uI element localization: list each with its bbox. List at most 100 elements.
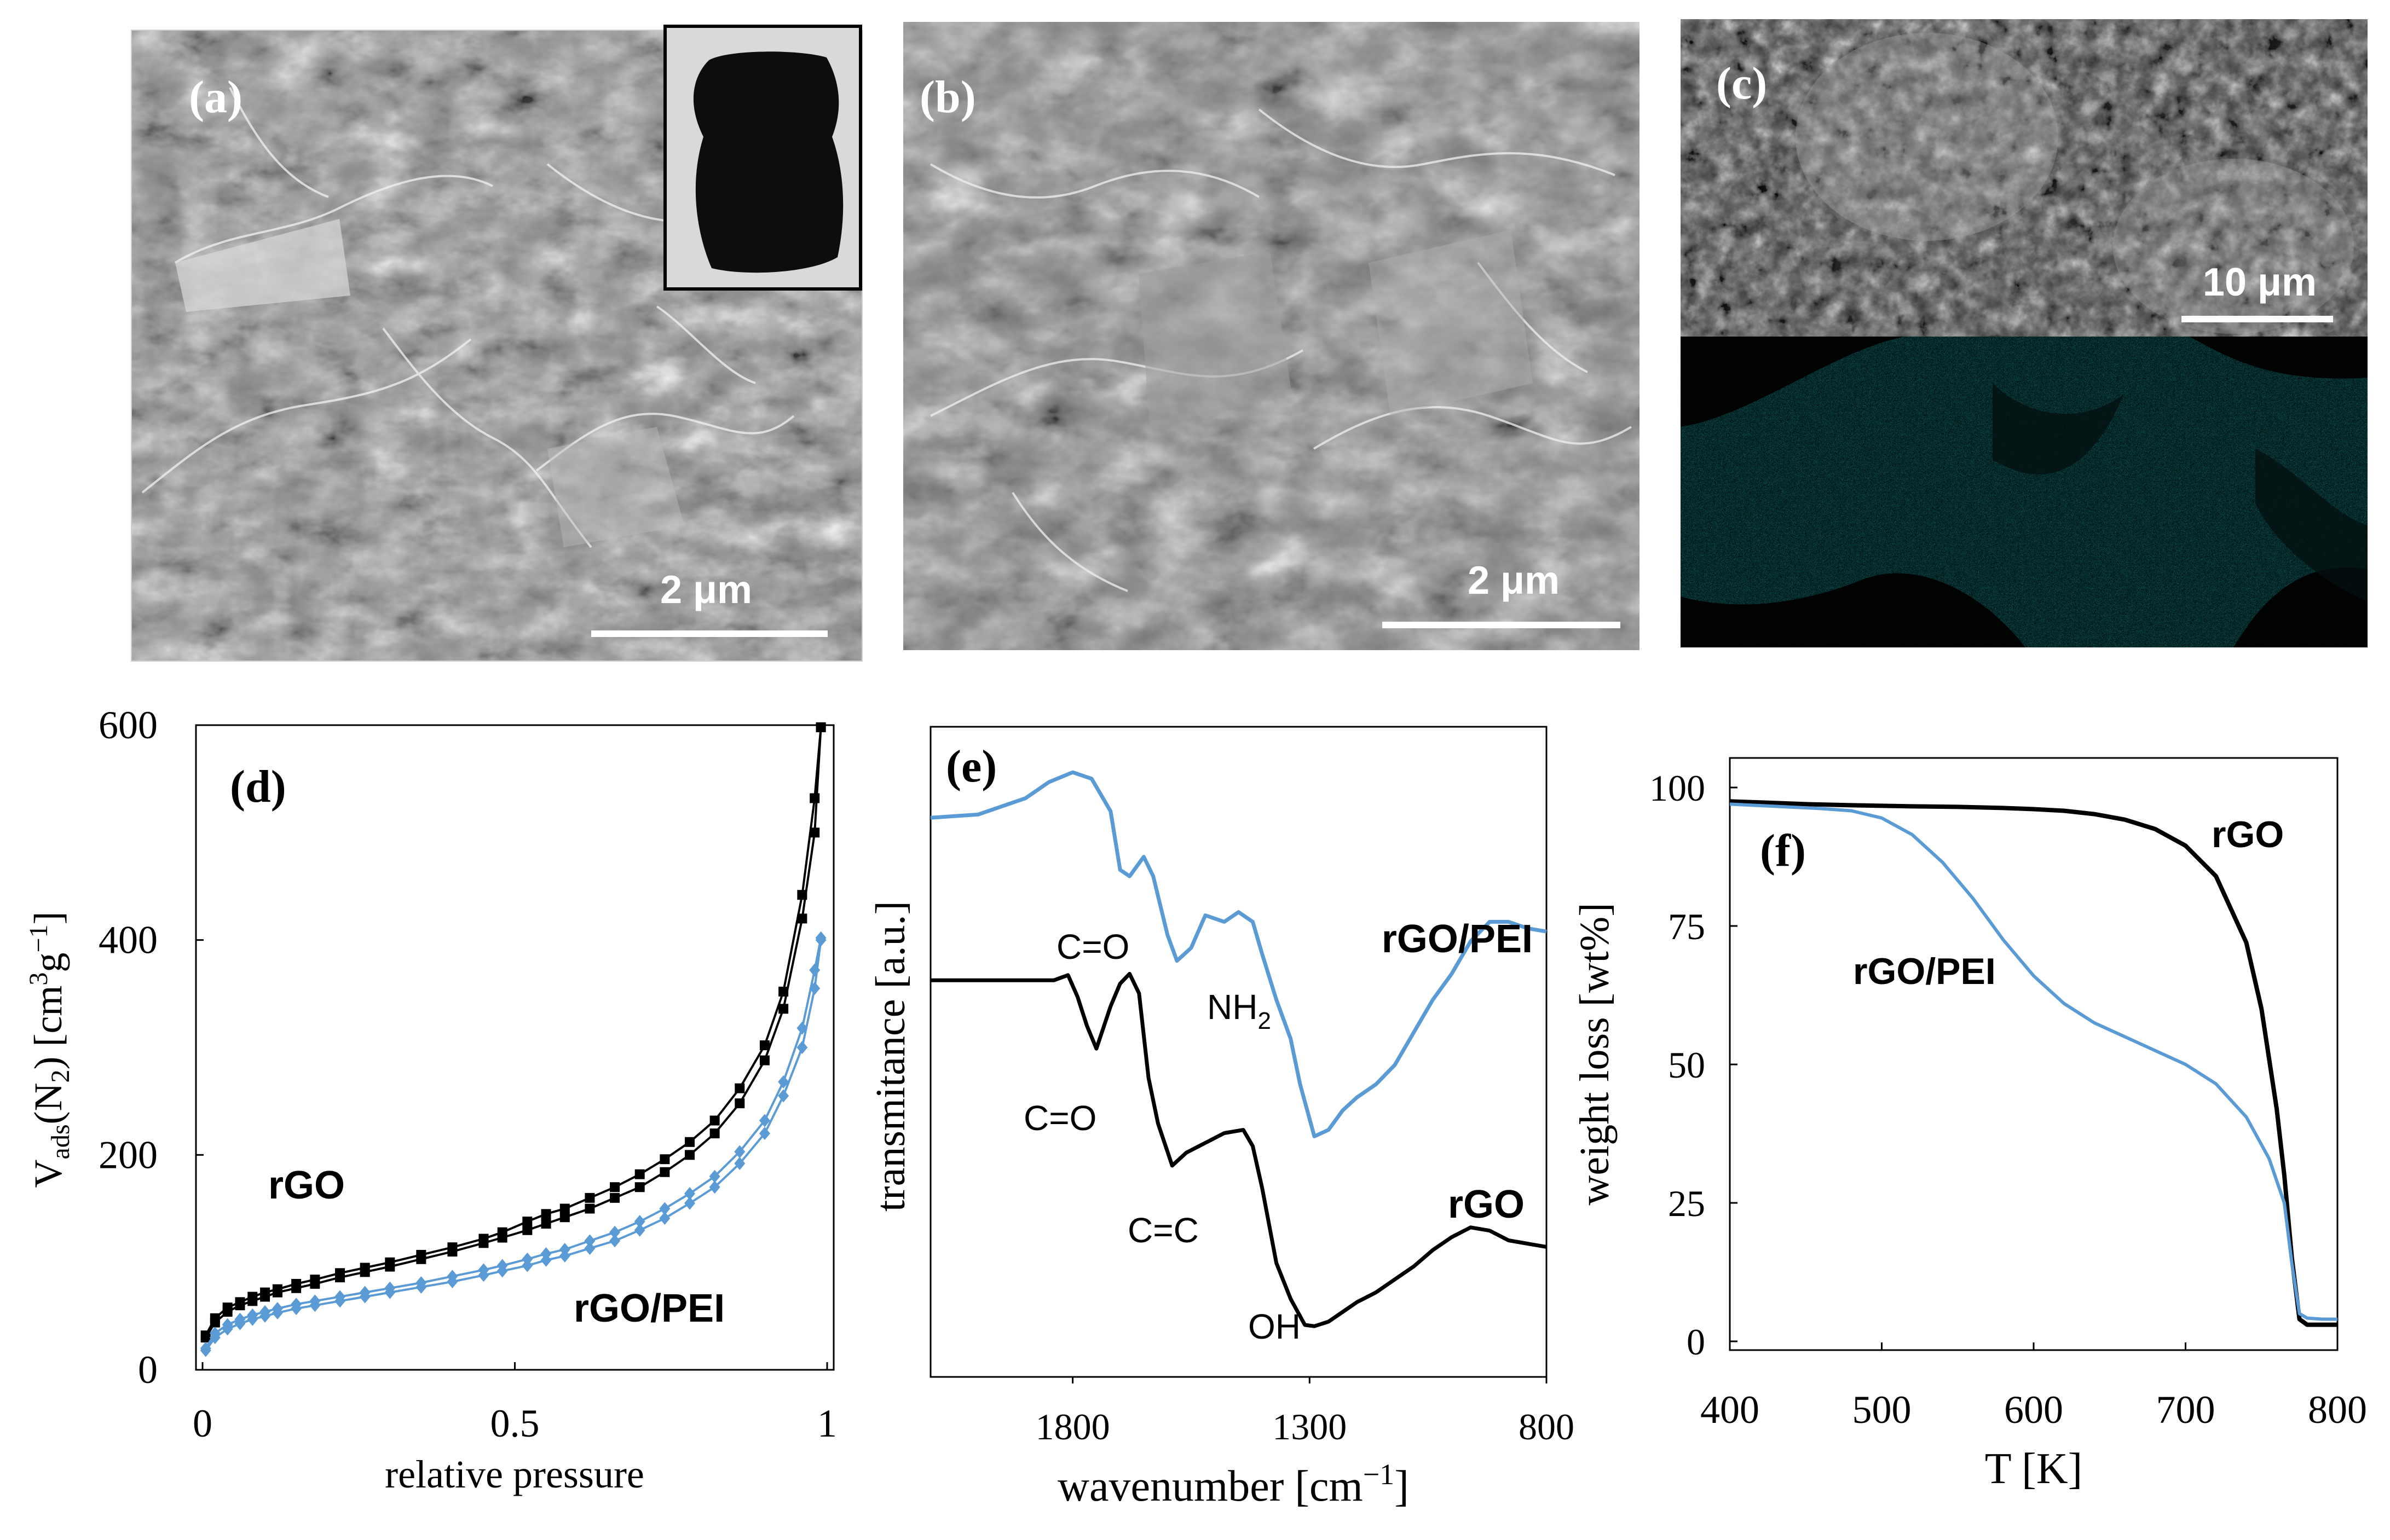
chart-f-y-tick-label: 100 — [1649, 767, 1705, 809]
chart-f-panel-label: (f) — [1760, 825, 1806, 876]
chart-d-rgo-point — [585, 1192, 595, 1203]
chart-d-rgo-pei-point — [634, 1223, 645, 1237]
chart-e-rgo-pei-line — [930, 770, 1547, 1138]
chart-d-rgo-point — [447, 1247, 458, 1257]
chart-d-rgo-point — [709, 1115, 720, 1126]
panel-c-label: (c) — [1716, 58, 1767, 109]
chart-d-rgo-point — [797, 913, 807, 924]
chart-f-tga: 400 500 600 700 800 0 25 50 75 100 (f) rGO rGO/PE… — [1572, 757, 2367, 1493]
chart-e-y-axis-label: transmitance [a.u.] — [868, 901, 914, 1212]
chart-d-rgo-point — [759, 1040, 770, 1051]
chart-d-rgo-point — [335, 1272, 345, 1283]
chart-d-rgo-pei-point — [272, 1306, 283, 1319]
chart-d-rgo-pei-point — [759, 1114, 770, 1127]
chart-d-rgo-point — [759, 1055, 770, 1066]
chart-d-rgo-pei-point — [447, 1275, 458, 1289]
chart-d-rgo-point — [816, 722, 826, 732]
chart-f-y-tick-label: 75 — [1668, 906, 1705, 947]
chart-d-rgo-pei-point — [247, 1312, 258, 1326]
chart-d-rgo-pei-point — [815, 933, 827, 947]
chart-d-rgo-pei-point — [200, 1344, 211, 1357]
chart-f-y-tick-label: 50 — [1668, 1044, 1705, 1086]
chart-d-rgo-point — [416, 1254, 426, 1264]
chart-d-x-tick-label: 0.5 — [490, 1402, 540, 1445]
chart-d-rgo-pei-point — [522, 1259, 533, 1272]
chart-d-rgo-pei-point — [291, 1302, 302, 1316]
chart-f-x-tick-label: 600 — [2004, 1388, 2063, 1432]
chart-d-rgo-pei-point — [309, 1299, 321, 1312]
chart-d-y-tick-label: 0 — [138, 1348, 158, 1392]
chart-d-rgo-point — [559, 1212, 570, 1223]
chart-d-y-tick-label: 600 — [99, 703, 158, 747]
chart-e-ftir-spectra: 1800 1300 800 (e) C=O NH2 C=O C=C OH rGO/P… — [868, 726, 1574, 1510]
panel-a-label: (a) — [189, 72, 243, 123]
chart-e-annotation-rgo: rGO — [1448, 1183, 1525, 1226]
chart-d-rgo-pei-point — [559, 1249, 570, 1263]
chart-d-rgo-pei-point — [778, 1089, 789, 1103]
chart-d-rgo-pei-point — [684, 1196, 695, 1210]
chart-d-rgo-point — [497, 1232, 507, 1243]
chart-d-rgo-point — [778, 1004, 789, 1014]
chart-d-rgo-line-1 — [204, 727, 822, 1336]
chart-d-y-tick-label: 200 — [99, 1133, 158, 1177]
chart-e-peak-oh: OH — [1248, 1307, 1301, 1346]
chart-d-adsorption-isotherm: 0 0.5 1 0 200 400 600 (d) rGO rGO/PEI relative… — [24, 703, 837, 1496]
chart-d-rgo-point — [634, 1182, 645, 1192]
chart-f-y-tick-label: 25 — [1668, 1183, 1705, 1224]
panel-a-inset-photo — [663, 25, 862, 291]
chart-d-rgo-point — [684, 1137, 695, 1147]
chart-d-rgo-pei-point — [584, 1234, 596, 1248]
chart-d-rgo-point — [660, 1167, 670, 1177]
chart-d-rgo-point — [247, 1296, 258, 1306]
chart-d-rgo-pei-point — [209, 1331, 221, 1345]
chart-d-rgo-pei-point — [734, 1145, 746, 1159]
chart-d-rgo-point — [585, 1203, 595, 1214]
chart-d-rgo-pei-point — [415, 1280, 427, 1294]
chart-d-rgo-pei-point — [478, 1269, 489, 1282]
chart-d-rgo-pei-point — [384, 1286, 396, 1299]
chart-d-rgo-point — [810, 827, 820, 838]
chart-d-y-axis-label: Vads(N2) [cm3g−1] — [24, 912, 75, 1188]
chart-d-rgo-point — [260, 1292, 270, 1302]
chart-d-rgo-point — [385, 1261, 395, 1272]
chart-f-annotation-rgo: rGO — [2212, 814, 2284, 855]
chart-d-rgo-pei-point — [634, 1215, 645, 1229]
chart-d-rgo-point — [610, 1182, 620, 1192]
chart-d-rgo-point — [735, 1083, 745, 1093]
chart-e-peak-cc: C=C — [1128, 1211, 1199, 1250]
chart-d-rgo-point — [660, 1154, 670, 1165]
chart-d-rgo-pei-point — [259, 1309, 271, 1323]
chart-d-rgo-pei-point — [609, 1234, 621, 1248]
chart-f-x-tick-label: 400 — [1700, 1388, 1759, 1432]
chart-d-rgo-point — [684, 1150, 695, 1160]
chart-d-rgo-point — [797, 890, 807, 900]
chart-f-y-axis-label: weight loss [wt%] — [1572, 902, 1618, 1205]
chart-e-x-tick-label: 1800 — [1036, 1406, 1110, 1448]
chart-f-rgo-pei-line — [1729, 802, 2337, 1321]
chart-e-peak-co-bottom: C=O — [1024, 1098, 1096, 1138]
chart-d-rgo-pei-point — [659, 1212, 671, 1225]
chart-d-rgo-line-2 — [205, 727, 822, 1339]
chart-d-rgo-pei-point — [609, 1225, 621, 1239]
chart-e-x-tick-label: 800 — [1519, 1406, 1574, 1448]
chart-d-plot-frame — [195, 724, 835, 1371]
panel-b-sem-image — [903, 22, 1639, 650]
chart-f-x-tick-label: 800 — [2308, 1388, 2367, 1432]
chart-d-rgo-point — [735, 1098, 745, 1109]
chart-d-rgo-point — [541, 1218, 551, 1229]
chart-d-rgo-pei-point — [684, 1187, 695, 1201]
chart-d-rgo-point — [810, 793, 820, 803]
chart-e-rgo-line — [931, 971, 1547, 1328]
chart-d-rgo-point — [778, 986, 789, 997]
chart-e-peak-co-top: C=O — [1057, 927, 1129, 966]
chart-d-rgo-pei-point — [584, 1242, 596, 1255]
chart-d-rgo-point — [541, 1209, 551, 1219]
panel-c-sem-image — [1681, 19, 2368, 337]
chart-d-y-tick-label: 400 — [99, 918, 158, 962]
chart-d-annotation-rgo-pei: rGO/PEI — [574, 1287, 725, 1330]
chart-d-rgo-point — [210, 1317, 220, 1328]
chart-d-rgo-pei-point — [659, 1202, 671, 1215]
chart-d-rgo-pei-point — [497, 1264, 508, 1278]
panel-b-label: (b) — [920, 72, 976, 123]
